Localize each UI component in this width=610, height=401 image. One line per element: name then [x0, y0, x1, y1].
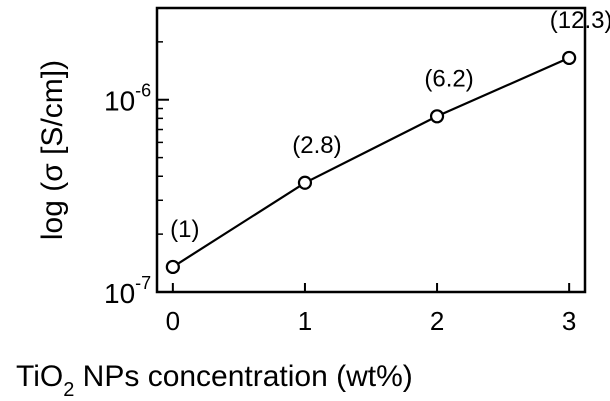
- x-axis-label: TiO2 NPs concentration (wt%): [16, 360, 413, 401]
- data-point: [429, 109, 445, 124]
- series-line: [172, 56, 570, 268]
- plot-frame: [155, 6, 587, 294]
- y-tick-label: 10-6: [104, 81, 151, 117]
- data-points: [165, 50, 577, 275]
- point-label: (6.2): [424, 65, 473, 92]
- ticks: 0 1 2 3 10-7 10-6: [104, 41, 576, 336]
- data-point: [297, 175, 313, 190]
- data-point: [165, 259, 180, 275]
- point-labels: (1) (2.8) (6.2) (12.3): [170, 7, 610, 243]
- y-tick-label: 10-7: [104, 273, 151, 309]
- y-axis-label: log (σ [S/cm]): [36, 60, 69, 240]
- point-label: (12.3): [550, 7, 610, 34]
- x-tick-label: 2: [430, 306, 444, 336]
- point-label: (2.8): [292, 132, 341, 159]
- x-tick-label: 0: [166, 306, 180, 336]
- x-tick-label: 1: [298, 306, 312, 336]
- x-tick-label: 3: [562, 306, 576, 336]
- point-label: (1): [170, 216, 199, 243]
- data-point: [562, 50, 577, 66]
